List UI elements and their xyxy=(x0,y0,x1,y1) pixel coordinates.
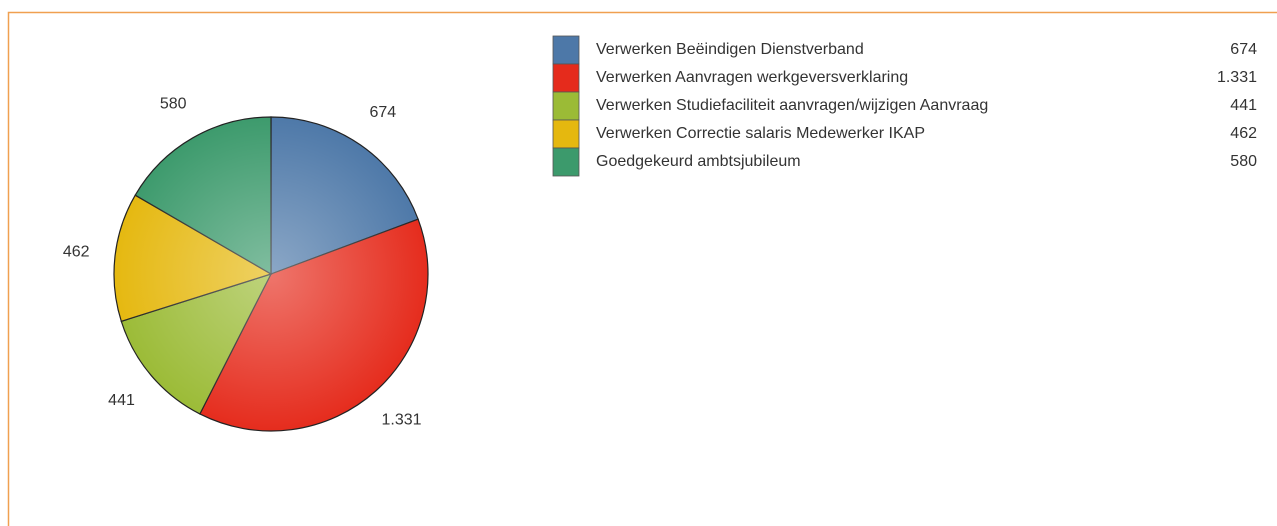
slice-label: 580 xyxy=(160,95,187,112)
legend-value: 462 xyxy=(1230,125,1257,142)
legend-value: 1.331 xyxy=(1217,69,1257,86)
pie: 674 1.331 441 462 580 xyxy=(63,95,429,432)
legend-value: 580 xyxy=(1230,153,1257,170)
legend-swatch xyxy=(552,35,580,65)
slice-label: 462 xyxy=(63,244,90,261)
legend-label: Verwerken Aanvragen werkgeversverklaring xyxy=(596,69,908,86)
legend: Verwerken Beëindigen Dienstverband 674 Ver… xyxy=(552,35,1257,177)
panel-border xyxy=(7,11,1277,526)
legend-swatch xyxy=(552,147,580,177)
legend-swatch xyxy=(552,91,580,121)
legend-swatch xyxy=(552,119,580,149)
legend-label: Verwerken Beëindigen Dienstverband xyxy=(596,41,864,58)
legend-value: 674 xyxy=(1230,41,1257,58)
legend-label: Verwerken Correctie salaris Medewerker I… xyxy=(596,125,925,142)
slice-label: 1.331 xyxy=(381,411,421,428)
legend-label: Goedgekeurd ambtsjubileum xyxy=(596,153,801,170)
legend-label: Verwerken Studiefaciliteit aanvragen/wij… xyxy=(596,97,988,114)
slice-label: 674 xyxy=(369,104,396,121)
legend-value: 441 xyxy=(1230,97,1257,114)
slice-label: 441 xyxy=(108,392,135,409)
legend-swatch xyxy=(552,63,580,93)
